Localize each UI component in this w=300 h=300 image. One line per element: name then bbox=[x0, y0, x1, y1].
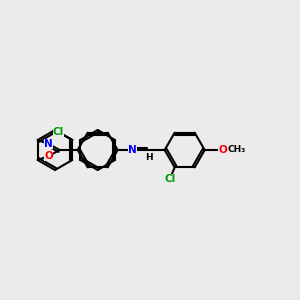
Text: O: O bbox=[44, 151, 53, 161]
Text: O: O bbox=[218, 145, 227, 155]
Text: N: N bbox=[128, 145, 137, 155]
Text: H: H bbox=[145, 152, 152, 161]
Text: CH₃: CH₃ bbox=[228, 146, 246, 154]
Text: Cl: Cl bbox=[53, 127, 64, 137]
Text: Cl: Cl bbox=[164, 174, 175, 184]
Text: N: N bbox=[44, 139, 53, 149]
